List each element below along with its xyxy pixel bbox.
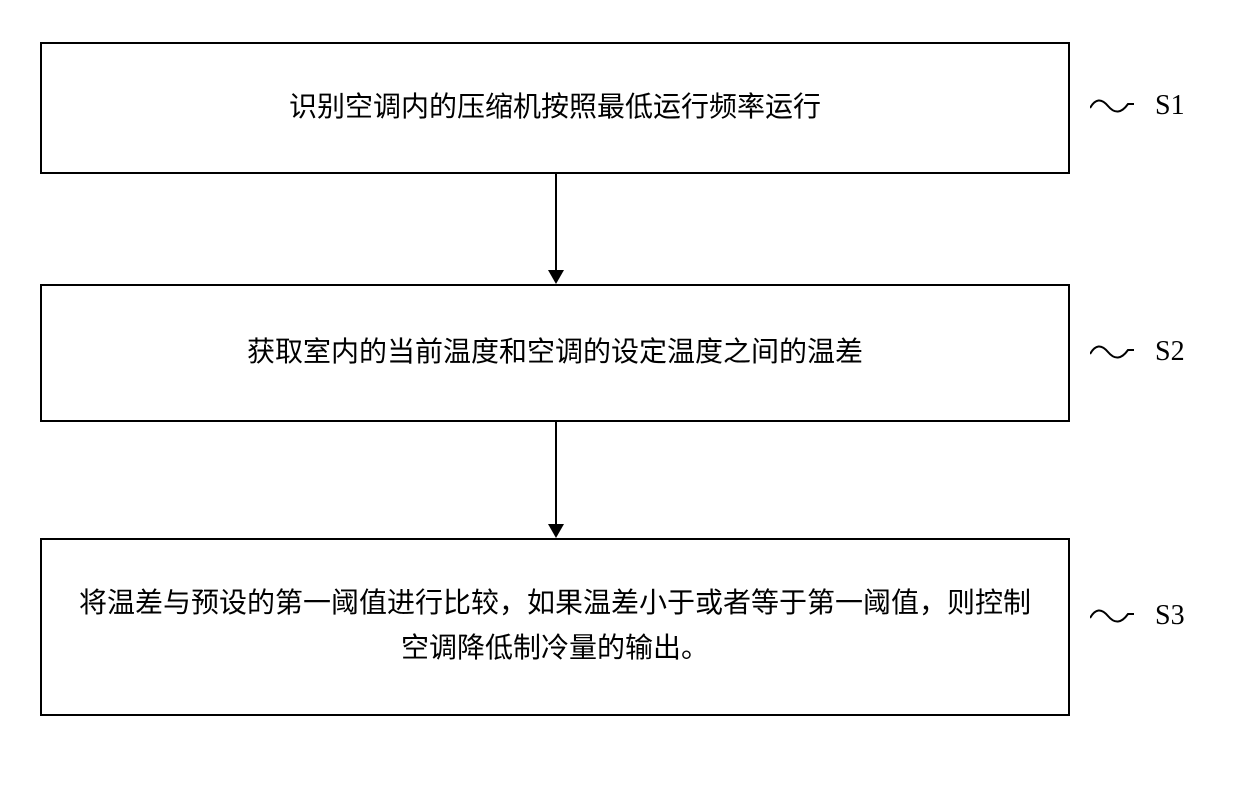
step-label-s2: S2 [1155, 336, 1185, 368]
squiggle-icon [1090, 96, 1134, 116]
arrow-head-icon [548, 270, 564, 284]
flow-node-s2-text: 获取室内的当前温度和空调的设定温度之间的温差 [247, 331, 863, 376]
step-label-s3: S3 [1155, 600, 1185, 632]
flow-node-s3: 将温差与预设的第一阈值进行比较，如果温差小于或者等于第一阈值，则控制空调降低制冷… [40, 538, 1070, 716]
flow-edge-s2-s3 [555, 422, 557, 524]
flowchart-canvas: 识别空调内的压缩机按照最低运行频率运行 S1 获取室内的当前温度和空调的设定温度… [0, 0, 1240, 785]
arrow-head-icon [548, 524, 564, 538]
flow-node-s2: 获取室内的当前温度和空调的设定温度之间的温差 [40, 284, 1070, 422]
step-label-s1: S1 [1155, 90, 1185, 122]
flow-edge-s1-s2 [555, 174, 557, 270]
squiggle-icon [1090, 606, 1134, 626]
flow-node-s3-text: 将温差与预设的第一阈值进行比较，如果温差小于或者等于第一阈值，则控制空调降低制冷… [75, 582, 1035, 672]
squiggle-icon [1090, 342, 1134, 362]
flow-node-s1-text: 识别空调内的压缩机按照最低运行频率运行 [289, 86, 821, 131]
flow-node-s1: 识别空调内的压缩机按照最低运行频率运行 [40, 42, 1070, 174]
